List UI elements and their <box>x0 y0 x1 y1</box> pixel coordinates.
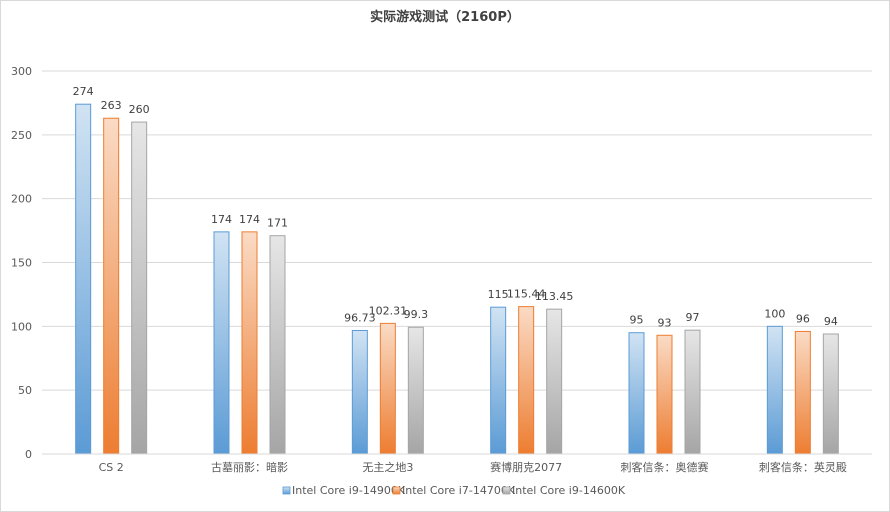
bar-value-label: 113.45 <box>535 290 574 303</box>
bar-value-label: 95 <box>630 314 644 327</box>
legend-swatch <box>282 486 291 495</box>
legend-label: Intel Core i9-14900K <box>292 484 406 497</box>
bar-value-label: 174 <box>239 213 260 226</box>
category-label: 无主之地3 <box>362 460 413 474</box>
bar-value-label: 263 <box>101 99 122 112</box>
bar-value-label: 96 <box>796 312 810 325</box>
gridlines <box>42 70 872 391</box>
y-axis-ticks: 0 50 100 150 200 250 300 <box>11 65 32 461</box>
chart-title: 实际游戏测试（2160P） <box>370 9 520 25</box>
legend-label: Intel Core i7-14700K <box>402 484 516 497</box>
bar <box>656 334 673 455</box>
bar <box>103 117 120 455</box>
bar <box>269 235 286 455</box>
category-label: CS 2 <box>99 461 124 474</box>
bar-value-label: 97 <box>686 311 700 324</box>
bar <box>822 333 839 455</box>
category-label: 刺客信条：英灵殿 <box>759 460 847 474</box>
bar <box>75 103 92 455</box>
bar <box>490 306 507 455</box>
y-tick-label: 50 <box>18 384 32 397</box>
bar <box>379 322 396 455</box>
category-labels: CS 2 古墓丽影：暗影 无主之地3 赛博朋克2077 刺客信条：奥德赛 刺客信条：英灵殿 <box>99 460 847 474</box>
bar-value-label: 94 <box>824 315 838 328</box>
bar-value-label: 115 <box>488 288 509 301</box>
bar <box>794 330 811 455</box>
bar <box>351 330 368 455</box>
y-tick-label: 0 <box>25 448 32 461</box>
bar-value-label: 171 <box>267 217 288 230</box>
bar <box>213 231 230 455</box>
category-label: 古墓丽影：暗影 <box>211 460 288 474</box>
bar-value-label: 174 <box>211 213 232 226</box>
bar-value-label: 274 <box>73 85 94 98</box>
bar <box>407 326 424 455</box>
bar-value-label: 260 <box>129 103 150 116</box>
bar <box>518 306 535 455</box>
bars <box>75 103 839 455</box>
category-label: 赛博朋克2077 <box>490 460 562 474</box>
bar-value-label: 96.73 <box>344 312 376 325</box>
y-tick-label: 300 <box>11 65 32 78</box>
bar <box>628 332 645 455</box>
bar <box>766 325 783 455</box>
y-tick-label: 250 <box>11 129 32 142</box>
bar-value-label: 115.44 <box>507 288 546 301</box>
bar <box>546 308 563 455</box>
bar <box>241 231 258 455</box>
y-tick-label: 150 <box>11 257 32 270</box>
bar <box>131 121 148 455</box>
y-tick-label: 200 <box>11 193 32 206</box>
legend-swatch <box>392 486 401 495</box>
legend-label: Intel Core i9-14600K <box>512 484 626 497</box>
bar <box>684 329 701 455</box>
category-label: 刺客信条：奥德赛 <box>621 460 709 474</box>
y-tick-label: 100 <box>11 320 32 333</box>
bar-value-label: 93 <box>658 316 672 329</box>
bar-value-label: 99.3 <box>404 308 429 321</box>
bar-value-label: 100 <box>764 307 785 320</box>
bar-value-label: 102.31 <box>369 304 408 317</box>
legend-swatch <box>502 486 511 495</box>
